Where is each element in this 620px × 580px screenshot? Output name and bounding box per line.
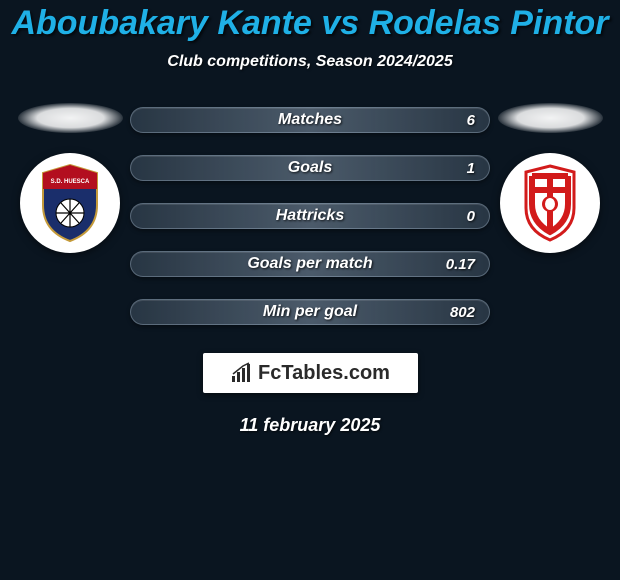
brand-box: FcTables.com bbox=[203, 353, 418, 393]
stat-right-value: 0 bbox=[467, 208, 475, 225]
player2-name: Rodelas Pintor bbox=[369, 4, 609, 42]
stat-right-value: 1 bbox=[467, 160, 475, 177]
right-club-column bbox=[490, 103, 610, 253]
player1-name: Aboubakary Kante bbox=[11, 4, 311, 42]
stat-label: Min per goal bbox=[263, 303, 357, 321]
left-club-badge: S.D. HUESCA bbox=[20, 153, 120, 253]
stats-column: Matches 6 Goals 1 Hattricks 0 Goals per … bbox=[130, 103, 490, 325]
huesca-shield-icon: S.D. HUESCA bbox=[35, 163, 105, 243]
vs-separator: vs bbox=[321, 4, 359, 42]
right-club-badge bbox=[500, 153, 600, 253]
stat-right-value: 802 bbox=[450, 304, 475, 321]
stat-label: Goals bbox=[288, 159, 332, 177]
stat-row-goals: Goals 1 bbox=[130, 155, 490, 181]
stat-right-value: 0.17 bbox=[446, 256, 475, 273]
right-halo bbox=[498, 103, 603, 133]
main-row: S.D. HUESCA Matches 6 Goals 1 Hattricks … bbox=[0, 103, 620, 325]
date-label: 11 february 2025 bbox=[0, 415, 620, 436]
stat-row-matches: Matches 6 bbox=[130, 107, 490, 133]
stat-row-mpg: Min per goal 802 bbox=[130, 299, 490, 325]
brand-name: FcTables.com bbox=[258, 362, 390, 385]
granada-shield-icon bbox=[520, 164, 580, 242]
page-title: Aboubakary Kante vs Rodelas Pintor bbox=[0, 4, 620, 43]
comparison-infographic: Aboubakary Kante vs Rodelas Pintor Club … bbox=[0, 0, 620, 436]
left-club-column: S.D. HUESCA bbox=[10, 103, 130, 253]
stat-label: Hattricks bbox=[276, 207, 344, 225]
stat-label: Matches bbox=[278, 111, 342, 129]
left-halo bbox=[18, 103, 123, 133]
stat-row-gpm: Goals per match 0.17 bbox=[130, 251, 490, 277]
stat-right-value: 6 bbox=[467, 112, 475, 129]
svg-text:S.D. HUESCA: S.D. HUESCA bbox=[51, 179, 90, 185]
chart-icon bbox=[230, 362, 254, 384]
subtitle: Club competitions, Season 2024/2025 bbox=[0, 53, 620, 71]
stat-row-hattricks: Hattricks 0 bbox=[130, 203, 490, 229]
stat-label: Goals per match bbox=[247, 255, 372, 273]
